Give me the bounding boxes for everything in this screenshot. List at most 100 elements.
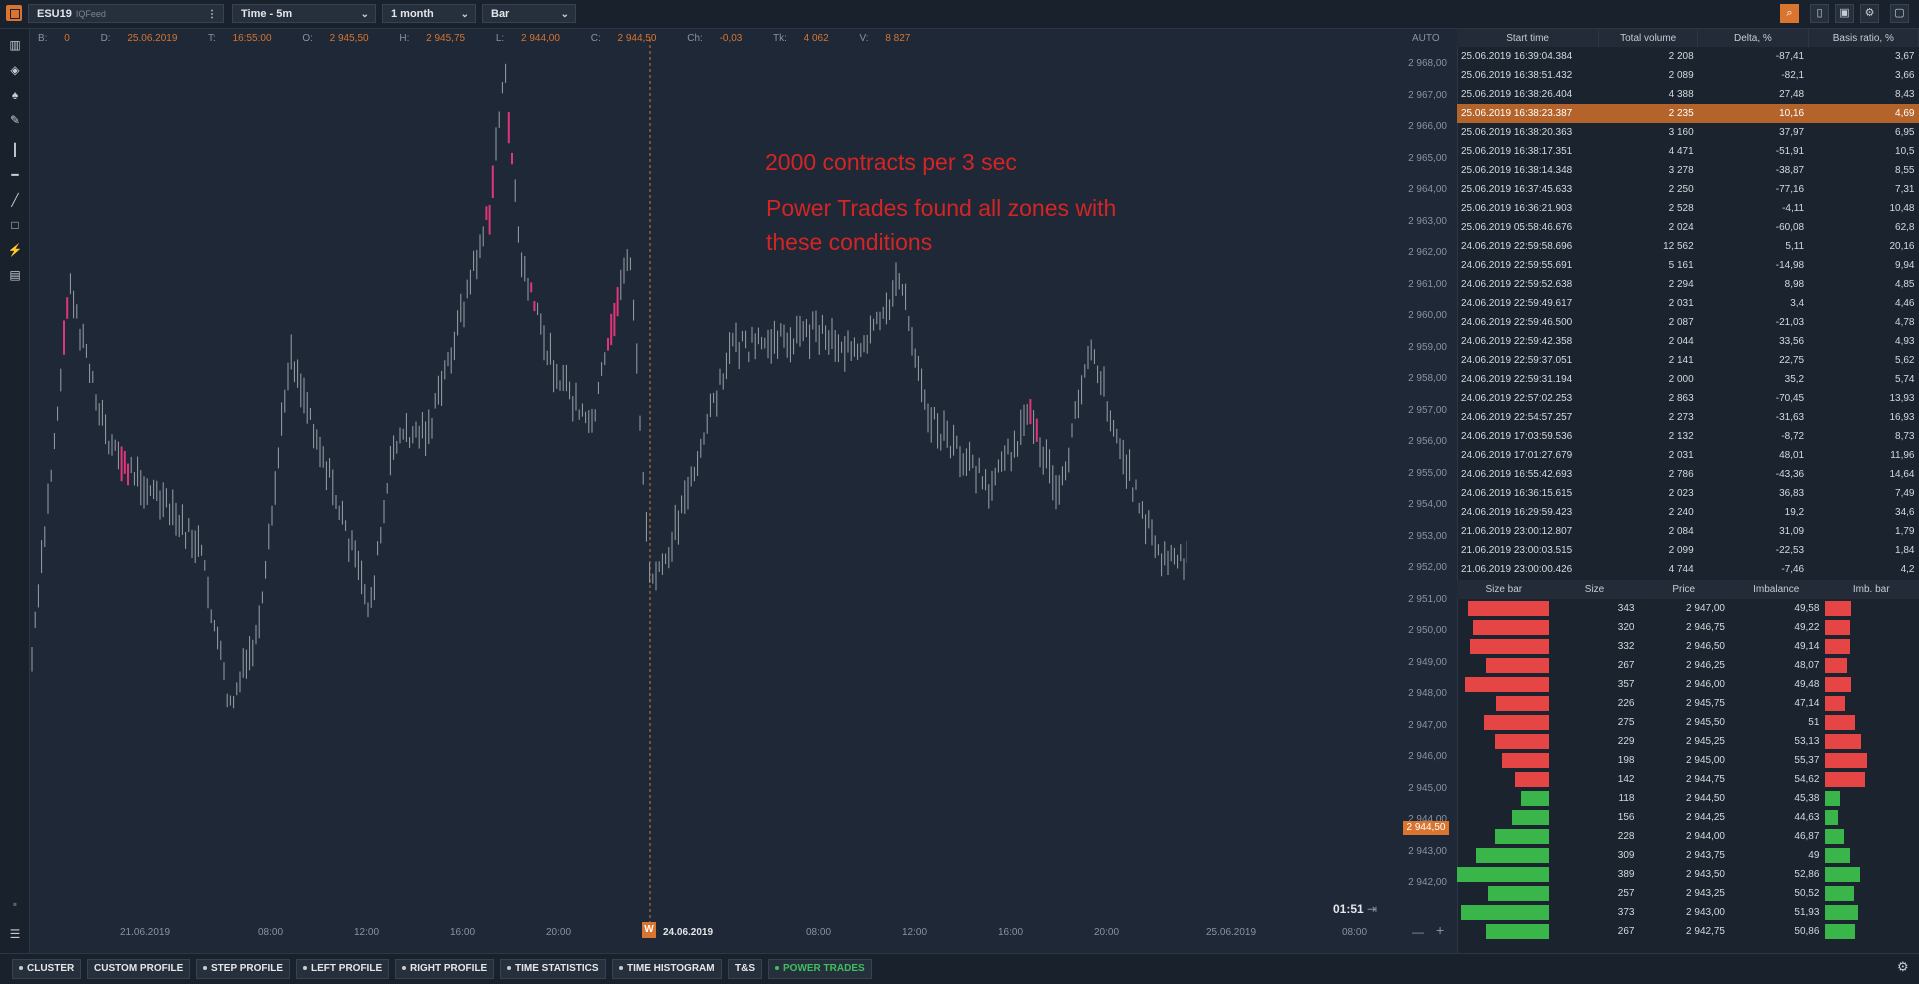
col-total-volume[interactable]: Total volume <box>1598 29 1699 47</box>
price-level-row[interactable]: 373 2 943,00 51,93 <box>1457 903 1919 922</box>
zoom-in-icon[interactable]: + <box>1436 922 1445 938</box>
col-delta[interactable]: Delta, % <box>1697 29 1809 47</box>
price-level-row[interactable]: 309 2 943,75 49 <box>1457 846 1919 865</box>
power-trade-row[interactable]: 25.06.2019 16:38:17.351 4 471 -51,91 10,5 <box>1457 142 1919 161</box>
col-size-bar[interactable]: Size bar <box>1457 580 1551 599</box>
template-icon[interactable]: ▣ <box>1835 4 1854 23</box>
power-trade-row[interactable]: 24.06.2019 22:59:49.617 2 031 3,4 4,46 <box>1457 294 1919 313</box>
power-trade-row[interactable]: 21.06.2019 23:00:03.515 2 099 -22,53 1,84 <box>1457 541 1919 560</box>
price-chart[interactable] <box>30 29 1187 953</box>
power-trade-row[interactable]: 24.06.2019 22:59:37.051 2 141 22,75 5,62 <box>1457 351 1919 370</box>
power-trade-row[interactable]: 25.06.2019 16:38:51.432 2 089 -82,1 3,66 <box>1457 66 1919 85</box>
gear-icon[interactable]: ⚙ <box>1897 959 1909 974</box>
price-level-row[interactable]: 267 2 946,25 48,07 <box>1457 656 1919 675</box>
layers-icon[interactable]: ◈ <box>10 63 20 77</box>
power-trade-row[interactable]: 24.06.2019 22:59:31.194 2 000 35,2 5,74 <box>1457 370 1919 389</box>
col-size[interactable]: Size <box>1550 580 1639 599</box>
price-level-row[interactable]: 228 2 944,00 46,87 <box>1457 827 1919 846</box>
power-trades-search-icon[interactable]: ⌕ <box>1780 4 1799 23</box>
price-level-row[interactable]: 118 2 944,50 45,38 <box>1457 789 1919 808</box>
power-trade-row[interactable]: 24.06.2019 16:55:42.693 2 786 -43,36 14,64 <box>1457 465 1919 484</box>
power-trade-row[interactable]: 24.06.2019 16:36:15.615 2 023 36,83 7,49 <box>1457 484 1919 503</box>
trend-line-icon[interactable]: ╱ <box>11 193 19 207</box>
rectangle-icon[interactable]: □ <box>11 218 19 232</box>
price-level-row[interactable]: 229 2 945,25 53,13 <box>1457 732 1919 751</box>
imbalance-cell: 55,37 <box>1794 755 1820 766</box>
auto-scale-toggle[interactable]: AUTO <box>1412 33 1440 44</box>
price-level-row[interactable]: 226 2 945,75 47,14 <box>1457 694 1919 713</box>
price-level-row[interactable]: 320 2 946,75 49,22 <box>1457 618 1919 637</box>
power-trade-row[interactable]: 25.06.2019 16:38:23.387 2 235 10,16 4,69 <box>1457 104 1919 123</box>
tab-power-trades[interactable]: POWER TRADES <box>768 959 872 979</box>
kebab-menu-icon[interactable]: ⋮ <box>207 9 217 20</box>
power-trade-row[interactable]: 24.06.2019 22:59:42.358 2 044 33,56 4,93 <box>1457 332 1919 351</box>
price-level-row[interactable]: 275 2 945,50 51 <box>1457 713 1919 732</box>
indicators-icon[interactable]: ▥ <box>9 38 21 52</box>
power-trade-row[interactable]: 21.06.2019 23:00:12.807 2 084 31,09 1,79 <box>1457 522 1919 541</box>
pencil-icon[interactable]: ✎ <box>9 113 21 127</box>
ruler-icon[interactable]: ▤ <box>9 268 21 282</box>
power-trades-table[interactable]: Start time Total volume Delta, % Basis r… <box>1457 29 1919 579</box>
price-level-row[interactable]: 267 2 942,75 50,86 <box>1457 922 1919 941</box>
power-trade-row[interactable]: 24.06.2019 16:29:59.423 2 240 19,2 34,6 <box>1457 503 1919 522</box>
power-trade-row[interactable]: 25.06.2019 05:58:46.676 2 024 -60,08 62,8 <box>1457 218 1919 237</box>
power-trade-row[interactable]: 25.06.2019 16:37:45.633 2 250 -77,16 7,31 <box>1457 180 1919 199</box>
tab-left-profile[interactable]: LEFT PROFILE <box>296 959 390 979</box>
power-trade-row[interactable]: 25.06.2019 16:38:14.348 3 278 -38,87 8,55 <box>1457 161 1919 180</box>
price-level-row[interactable]: 343 2 947,00 49,58 <box>1457 599 1919 618</box>
lock-icon[interactable]: ▪ <box>12 897 18 911</box>
chevron-down-icon: ⌄ <box>360 9 369 20</box>
col-start-time[interactable]: Start time <box>1457 29 1600 47</box>
power-trade-row[interactable]: 24.06.2019 22:59:58.696 12 562 5,11 20,16 <box>1457 237 1919 256</box>
tab-right-profile[interactable]: RIGHT PROFILE <box>395 959 495 979</box>
timeframe-select[interactable]: Time - 5m ⌄ <box>232 4 376 23</box>
col-basis-ratio[interactable]: Basis ratio, % <box>1808 29 1919 47</box>
power-trade-row[interactable]: 25.06.2019 16:38:20.363 3 160 37,97 6,95 <box>1457 123 1919 142</box>
fib-tool-icon[interactable]: ⚡ <box>7 243 23 257</box>
col-imb-bar[interactable]: Imb. bar <box>1823 580 1919 599</box>
power-trade-row[interactable]: 24.06.2019 22:54:57.257 2 273 -31,63 16,93 <box>1457 408 1919 427</box>
price-level-row[interactable]: 389 2 943,50 52,86 <box>1456 865 1919 884</box>
tab-step-profile[interactable]: STEP PROFILE <box>196 959 291 979</box>
delete-icon[interactable]: ▯ <box>1810 4 1829 23</box>
power-trade-row[interactable]: 25.06.2019 16:39:04.384 2 208 -87,41 3,67 <box>1457 47 1919 66</box>
chart-type-select[interactable]: Bar ⌄ <box>482 4 576 23</box>
price-level-row[interactable]: 257 2 943,25 50,52 <box>1457 884 1919 903</box>
tab-time-histogram[interactable]: TIME HISTOGRAM <box>612 959 722 979</box>
power-trade-row[interactable]: 21.06.2019 23:00:00.426 4 744 -7,46 4,2 <box>1457 560 1919 579</box>
power-trade-row[interactable]: 25.06.2019 16:38:26.404 4 388 27,48 8,43 <box>1457 85 1919 104</box>
power-trade-row[interactable]: 24.06.2019 17:01:27.679 2 031 48,01 11,96 <box>1457 446 1919 465</box>
symbol-selector[interactable]: ESU19 IQFeed ⋮ <box>28 4 224 23</box>
price-level-row[interactable]: 332 2 946,50 49,14 <box>1457 637 1919 656</box>
price-level-row[interactable]: 198 2 945,00 55,37 <box>1457 751 1919 770</box>
window-icon[interactable]: ▢ <box>1890 4 1909 23</box>
price-level-row[interactable]: 142 2 944,75 54,62 <box>1457 770 1919 789</box>
imb-bar-cell <box>1823 751 1919 770</box>
tab-time-statistics[interactable]: TIME STATISTICS <box>500 959 606 979</box>
settings-icon[interactable]: ⚙ <box>1860 4 1879 23</box>
col-imbalance[interactable]: Imbalance <box>1728 580 1824 599</box>
price-level-row[interactable]: 156 2 944,25 44,63 <box>1457 808 1919 827</box>
scroll-to-end-icon[interactable]: ⇥ <box>1367 902 1378 916</box>
tab-t-s[interactable]: T&S <box>728 959 762 979</box>
power-trade-row[interactable]: 24.06.2019 22:59:52.638 2 294 8,98 4,85 <box>1457 275 1919 294</box>
power-trade-row[interactable]: 24.06.2019 22:59:46.500 2 087 -21,03 4,78 <box>1457 313 1919 332</box>
list-icon[interactable]: ☰ <box>9 927 21 941</box>
size-cell: 118 <box>1618 793 1635 804</box>
app-logo-icon[interactable] <box>6 5 22 21</box>
power-trade-row[interactable]: 25.06.2019 16:36:21.903 2 528 -4,11 10,48 <box>1457 199 1919 218</box>
vertical-line-icon[interactable]: ┃ <box>11 143 19 157</box>
power-trade-row[interactable]: 24.06.2019 22:59:55.691 5 161 -14,98 9,94 <box>1457 256 1919 275</box>
tab-cluster[interactable]: CLUSTER <box>12 959 82 979</box>
start-time-cell: 24.06.2019 16:29:59.423 <box>1461 507 1573 518</box>
col-price[interactable]: Price <box>1638 580 1729 599</box>
power-trade-row[interactable]: 24.06.2019 22:57:02.253 2 863 -70,45 13,93 <box>1457 389 1919 408</box>
alert-bell-icon[interactable]: ♠ <box>11 88 19 102</box>
zoom-out-icon[interactable]: — <box>1412 925 1424 939</box>
price-levels-table[interactable]: Size bar Size Price Imbalance Imb. bar 3… <box>1456 580 1919 941</box>
period-select[interactable]: 1 month ⌄ <box>382 4 476 23</box>
horizontal-line-icon[interactable]: ━ <box>11 168 19 182</box>
price-level-row[interactable]: 357 2 946,00 49,48 <box>1457 675 1919 694</box>
power-trade-row[interactable]: 24.06.2019 17:03:59.536 2 132 -8,72 8,73 <box>1457 427 1919 446</box>
tab-custom-profile[interactable]: CUSTOM PROFILE <box>87 959 191 979</box>
